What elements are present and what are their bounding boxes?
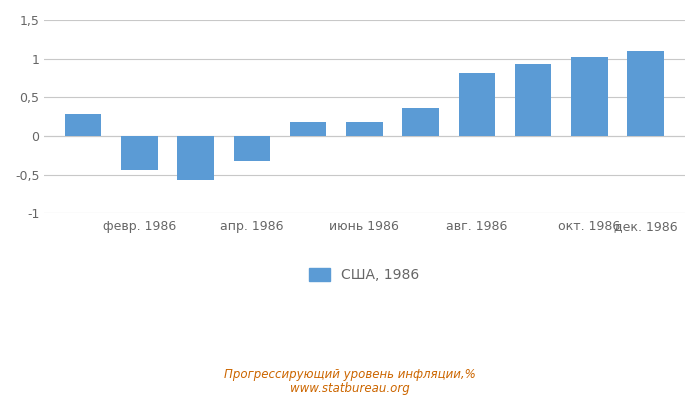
Text: www.statbureau.org: www.statbureau.org (290, 382, 410, 395)
Bar (571, 57, 608, 136)
Bar (65, 114, 101, 136)
Bar (177, 136, 214, 180)
Bar (121, 136, 158, 170)
Bar (290, 122, 326, 136)
Legend: США, 1986: США, 1986 (304, 263, 425, 288)
Bar (402, 108, 439, 136)
Bar (346, 122, 383, 136)
Bar (627, 51, 664, 136)
Bar (234, 136, 270, 161)
Bar (514, 64, 552, 136)
Text: Прогрессирующий уровень инфляции,%: Прогрессирующий уровень инфляции,% (224, 368, 476, 381)
Bar (458, 72, 495, 136)
